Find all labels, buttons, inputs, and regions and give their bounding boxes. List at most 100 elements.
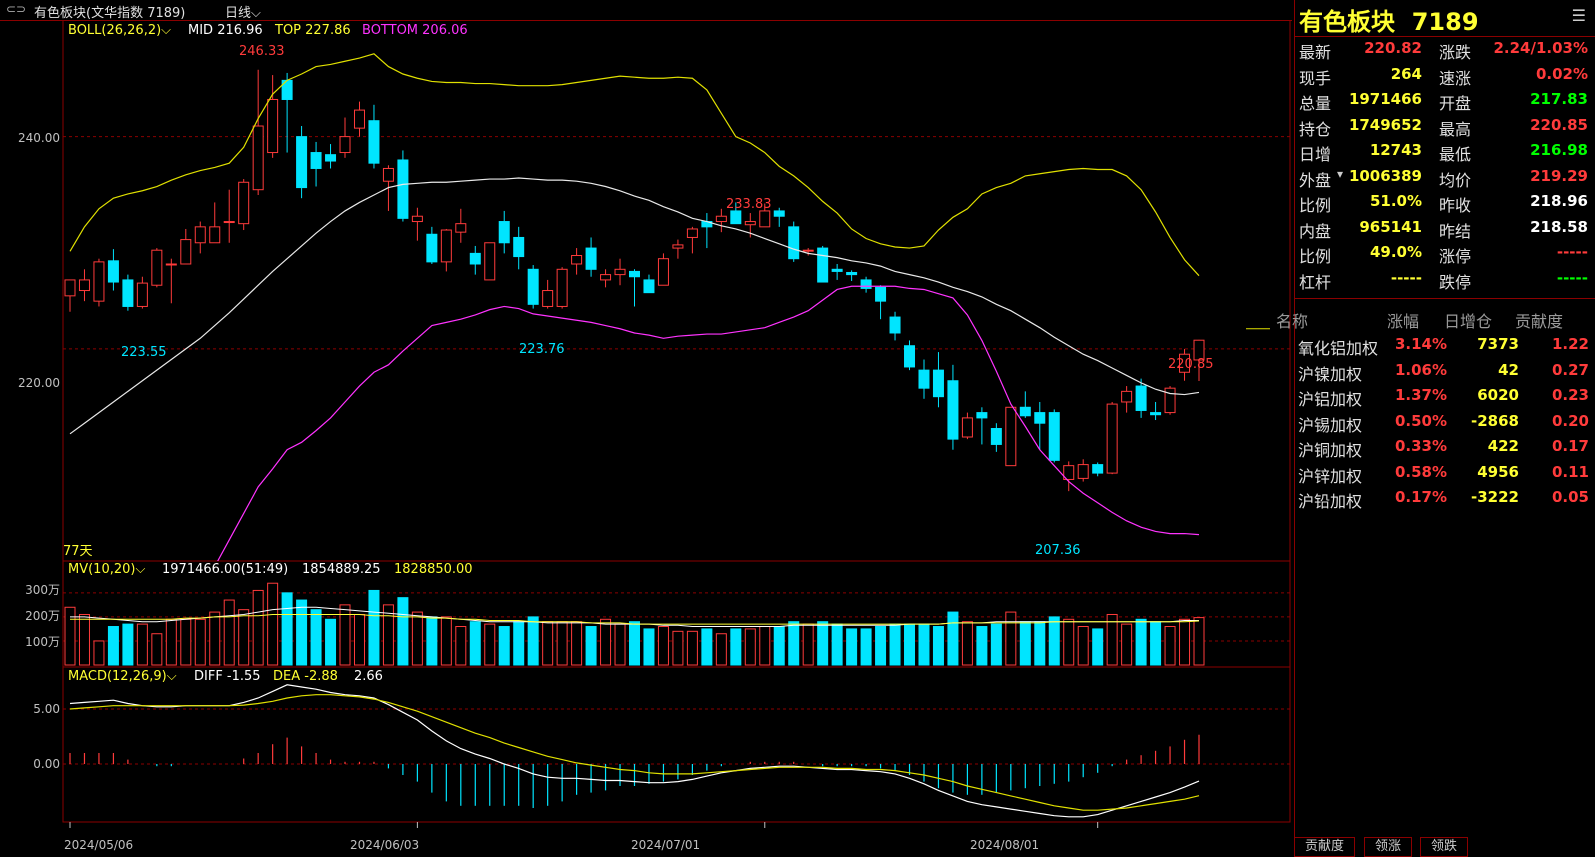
candle-body bbox=[397, 159, 409, 219]
volume-bar bbox=[846, 628, 858, 666]
quote-label: 最低 bbox=[1439, 145, 1472, 164]
chart-area[interactable] bbox=[0, 0, 1292, 857]
candle-body bbox=[889, 316, 901, 334]
period-selector[interactable]: 日线⌵ bbox=[225, 6, 261, 21]
candle-body bbox=[440, 229, 452, 263]
volume-bar bbox=[339, 604, 351, 666]
candle-body bbox=[1034, 412, 1046, 424]
volume-bar bbox=[1179, 618, 1191, 666]
candle-body bbox=[296, 136, 308, 189]
col-header-change[interactable]: 涨幅 bbox=[1387, 312, 1420, 331]
candle-body bbox=[1135, 385, 1147, 411]
volume-bar bbox=[1034, 621, 1046, 666]
candle-body bbox=[1150, 412, 1162, 416]
volume-bar bbox=[107, 626, 119, 666]
x-tick-label: 2024/06/03 bbox=[350, 838, 420, 852]
quote-value: 965141 bbox=[1359, 217, 1422, 236]
contribution-value: 0.27 bbox=[1551, 360, 1589, 379]
volume-tick-label: 200万 bbox=[25, 609, 60, 623]
contrib-row[interactable]: 沪锡加权 0.50% -2868 0.20 bbox=[1294, 410, 1595, 436]
contrib-row[interactable]: 沪铜加权 0.33% 422 0.17 bbox=[1294, 435, 1595, 461]
tab-contribution[interactable]: 贡献度 bbox=[1294, 837, 1356, 857]
candle-body bbox=[382, 167, 394, 182]
candle-body bbox=[556, 268, 568, 307]
volume-bar bbox=[1106, 613, 1118, 666]
boll-indicator-name[interactable]: BOLL(26,26,2)⌵ bbox=[68, 23, 172, 38]
mv-indicator-name[interactable]: MV(10,20)⌵ bbox=[68, 562, 146, 577]
divider bbox=[1294, 298, 1595, 299]
quote-label: 开盘 bbox=[1439, 94, 1472, 113]
col-header-contribution[interactable]: 贡献度 bbox=[1515, 312, 1564, 331]
low-annotation: 223.76 bbox=[519, 342, 565, 357]
high-annotation: 233.83 bbox=[726, 197, 772, 212]
candle-body bbox=[1092, 464, 1104, 474]
quote-label: 最新 bbox=[1299, 43, 1332, 62]
candle-body bbox=[904, 345, 916, 368]
candle-body bbox=[947, 380, 959, 440]
volume-bar bbox=[629, 621, 640, 666]
link-icon[interactable]: ⊂⊃ bbox=[6, 2, 27, 16]
quote-value: 220.85 bbox=[1530, 115, 1588, 134]
candle-body bbox=[614, 268, 626, 276]
volume-bar bbox=[889, 623, 901, 666]
candle-body bbox=[339, 136, 351, 154]
macd-indicator-name[interactable]: MACD(12,26,9)⌵ bbox=[68, 669, 177, 684]
volume-bar bbox=[1121, 623, 1133, 666]
menu-icon[interactable]: ☰ bbox=[1571, 6, 1586, 25]
quote-label: 日增 bbox=[1299, 145, 1332, 164]
candle-body bbox=[976, 412, 988, 419]
change-value: 0.50% bbox=[1394, 411, 1447, 430]
candle-body bbox=[64, 279, 76, 297]
candle-body bbox=[368, 120, 380, 164]
col-header-daily-position[interactable]: 日增仓 bbox=[1444, 312, 1493, 331]
contrib-row[interactable]: 沪锌加权 0.58% 4956 0.11 bbox=[1294, 461, 1595, 487]
contrib-row[interactable]: 氧化铝加权 3.14% 7373 1.22 bbox=[1294, 333, 1595, 359]
candle-body bbox=[223, 221, 235, 224]
volume-bar bbox=[614, 623, 626, 666]
volume-bar bbox=[817, 621, 829, 666]
candle-body bbox=[875, 286, 887, 302]
contract-name: 沪镍加权 bbox=[1298, 364, 1363, 384]
volume-bar bbox=[78, 613, 90, 666]
volume-bar bbox=[701, 628, 713, 666]
x-tick-label: 2024/05/06 bbox=[64, 838, 134, 852]
position-change-value: 4956 bbox=[1477, 462, 1519, 481]
mv-ma20-value: 1828850.00 bbox=[394, 562, 473, 577]
candle-body bbox=[1164, 387, 1176, 414]
tab-leading-gainers[interactable]: 领涨 bbox=[1364, 837, 1413, 857]
contrib-row[interactable]: 沪铝加权 1.37% 6020 0.23 bbox=[1294, 384, 1595, 410]
contrib-row[interactable]: 沪镍加权 1.06% 42 0.27 bbox=[1294, 359, 1595, 385]
candle-body bbox=[672, 244, 684, 249]
macd-pane-frame bbox=[62, 666, 1291, 823]
position-change-value: 422 bbox=[1487, 437, 1519, 455]
candle-body bbox=[78, 279, 90, 292]
x-tick-label: 2024/08/01 bbox=[970, 838, 1040, 852]
volume-bar bbox=[498, 626, 510, 666]
price-pane-frame bbox=[62, 19, 1291, 562]
boll-bottom-line bbox=[217, 285, 1200, 561]
tab-leading-losers[interactable]: 领跌 bbox=[1420, 837, 1469, 857]
col-header-name: 名称 bbox=[1276, 312, 1309, 331]
volume-bar bbox=[325, 618, 337, 666]
candle-body bbox=[122, 279, 134, 307]
volume-bar bbox=[267, 582, 279, 666]
candle-body bbox=[961, 417, 973, 438]
quote-value: 220.82 bbox=[1364, 39, 1422, 57]
volume-bar bbox=[1092, 628, 1104, 666]
candle-body bbox=[643, 279, 655, 294]
chevron-down-icon[interactable]: ▾ bbox=[1337, 166, 1344, 181]
quote-value: 0.02% bbox=[1535, 64, 1588, 83]
volume-bar bbox=[223, 599, 235, 666]
quote-value: 12743 bbox=[1369, 141, 1422, 159]
quote-value: 1006389 bbox=[1348, 166, 1422, 185]
volume-bar bbox=[136, 623, 148, 666]
volume-bar bbox=[947, 611, 959, 666]
candle-body bbox=[990, 428, 1002, 445]
contribution-value: 0.23 bbox=[1551, 386, 1589, 404]
contrib-row[interactable]: 沪铅加权 0.17% -3222 0.05 bbox=[1294, 486, 1595, 512]
volume-bar bbox=[600, 618, 612, 666]
candle-body bbox=[1063, 465, 1075, 480]
macd-diff-value: DIFF -1.55 bbox=[194, 669, 261, 684]
candle-body bbox=[657, 258, 669, 286]
candle-body bbox=[498, 221, 510, 244]
